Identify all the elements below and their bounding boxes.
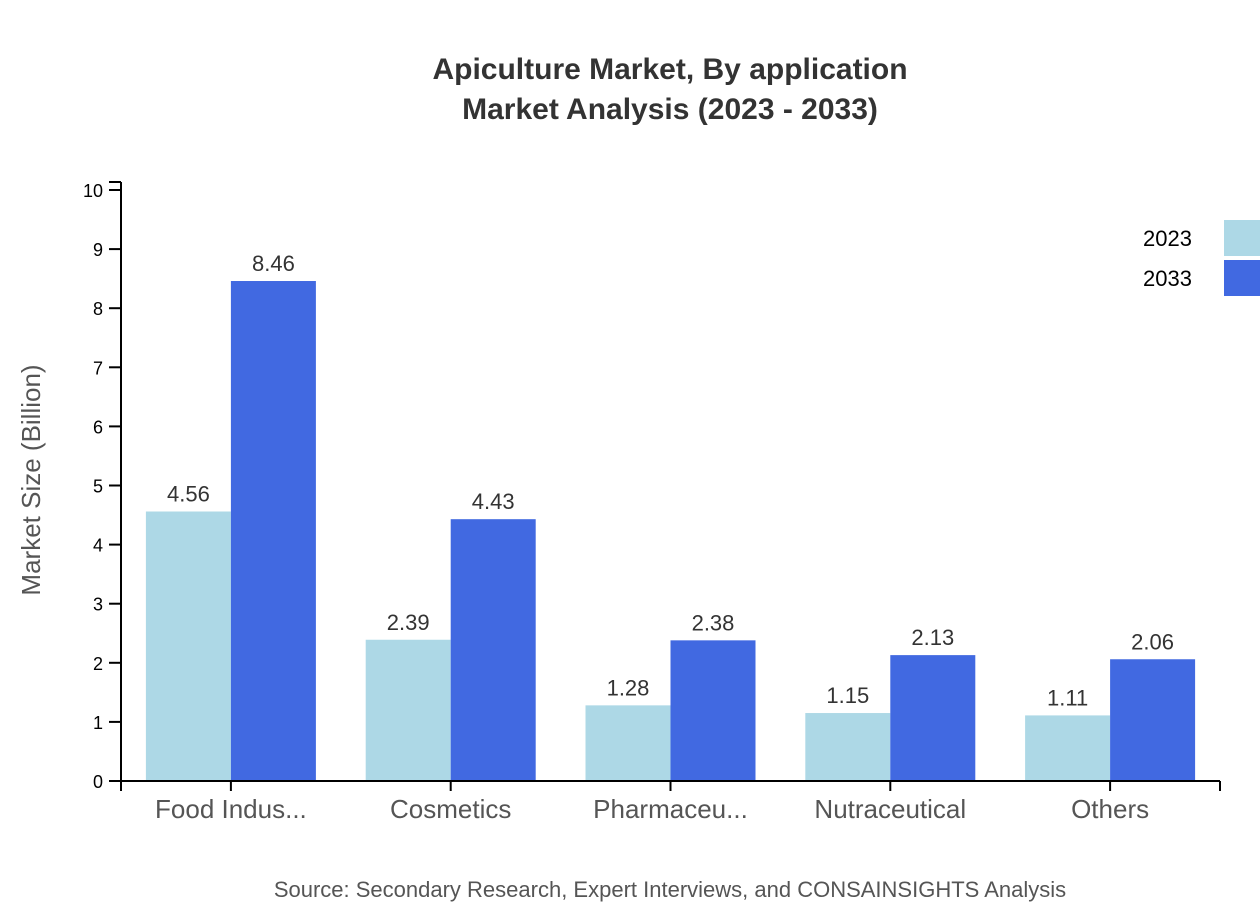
chart-title-line2: Market Analysis (2023 - 2033) xyxy=(462,93,878,126)
x-tick-label: Nutraceutical xyxy=(814,794,966,824)
bars-group: 4.56 8.46 2.39 4.43 1.28 2.38 1.15 2.13 1.11 2.06 xyxy=(145,251,1196,781)
bar-2033 xyxy=(1110,659,1196,781)
bar-value-label: 4.56 xyxy=(167,482,210,507)
y-axis-label: Market Size (Billion) xyxy=(16,364,46,595)
y-tick-label: 4 xyxy=(93,536,103,556)
bar-value-label: 8.46 xyxy=(252,251,295,276)
y-tick-label: 9 xyxy=(93,240,103,260)
y-tick-label: 0 xyxy=(93,772,103,792)
bar-2033 xyxy=(890,655,976,781)
y-tick-label: 3 xyxy=(93,595,103,615)
bar-value-label: 1.15 xyxy=(826,683,869,708)
bar-2023 xyxy=(1025,715,1111,781)
bar-2033 xyxy=(450,519,536,781)
bar-value-label: 1.28 xyxy=(607,675,650,700)
bar-value-label: 2.39 xyxy=(387,610,430,635)
bar-2023 xyxy=(585,705,671,781)
bar-2033 xyxy=(230,281,316,781)
source-note: Source: Secondary Research, Expert Inter… xyxy=(273,877,1067,902)
bar-value-label: 4.43 xyxy=(472,489,515,514)
bar-value-label: 2.13 xyxy=(911,625,954,650)
x-axis: Food Indus... Cosmetics Pharmaceu... Nutrac… xyxy=(120,780,1221,824)
bar-2023 xyxy=(805,713,891,781)
y-tick-label: 5 xyxy=(93,477,103,497)
legend-swatch-2023 xyxy=(1224,220,1260,256)
chart-title: Apiculture Market, By application Market… xyxy=(0,50,1260,130)
y-tick-label: 1 xyxy=(93,713,103,733)
x-tick-label: Pharmaceu... xyxy=(593,794,748,824)
x-tick-label: Cosmetics xyxy=(390,794,511,824)
legend-swatch-2033 xyxy=(1224,260,1260,296)
y-tick-label: 8 xyxy=(93,299,103,319)
bar-2023 xyxy=(145,511,231,781)
y-tick-label: 7 xyxy=(93,358,103,378)
y-tick-label: 2 xyxy=(93,654,103,674)
legend-label: 2023 xyxy=(1143,226,1192,251)
bar-value-label: 1.11 xyxy=(1047,685,1088,710)
bar-2033 xyxy=(670,640,756,781)
y-tick-label: 6 xyxy=(93,417,103,437)
chart-title-line1: Apiculture Market, By application xyxy=(432,53,908,86)
x-tick-label: Others xyxy=(1071,794,1149,824)
bar-value-label: 2.06 xyxy=(1131,629,1174,654)
legend: 2023 2033 xyxy=(1143,220,1260,296)
y-axis: 0 1 2 3 4 5 6 7 8 9 10 xyxy=(83,181,122,792)
x-tick-label: Food Indus... xyxy=(155,794,307,824)
y-tick-label: 10 xyxy=(83,181,103,201)
legend-label: 2033 xyxy=(1143,266,1192,291)
bar-2023 xyxy=(365,639,451,781)
bar-value-label: 2.38 xyxy=(692,610,735,635)
